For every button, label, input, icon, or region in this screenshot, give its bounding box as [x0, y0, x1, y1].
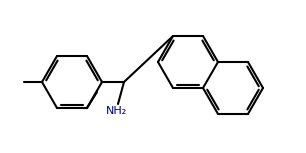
Text: NH₂: NH₂: [105, 106, 127, 116]
